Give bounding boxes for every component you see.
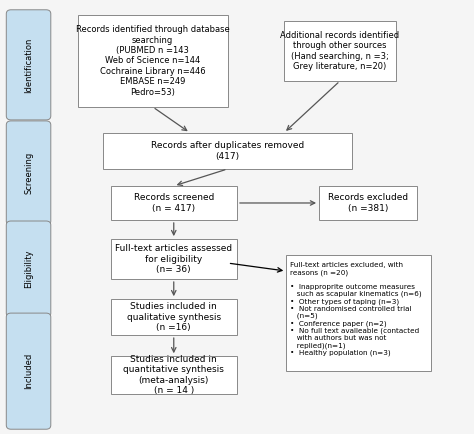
FancyBboxPatch shape [6, 221, 51, 317]
FancyBboxPatch shape [110, 186, 237, 220]
Text: Eligibility: Eligibility [24, 250, 33, 288]
Text: Records identified through database
searching
(PUBMED n =143
Web of Science n=14: Records identified through database sear… [76, 25, 229, 96]
Text: Identification: Identification [24, 37, 33, 92]
Text: Full-text articles assessed
for eligibility
(n= 36): Full-text articles assessed for eligibil… [115, 244, 232, 274]
Text: Records after duplicates removed
(417): Records after duplicates removed (417) [151, 141, 304, 161]
Text: Screening: Screening [24, 152, 33, 194]
Text: Full-text articles excluded, with
reasons (n =20)

•  Inapproprite outcome measu: Full-text articles excluded, with reason… [290, 262, 421, 356]
Text: Included: Included [24, 353, 33, 389]
FancyBboxPatch shape [110, 299, 237, 335]
Text: Studies included in
qualitative synthesis
(n =16): Studies included in qualitative synthesi… [127, 302, 221, 332]
Text: Records excluded
(n =381): Records excluded (n =381) [328, 193, 408, 213]
FancyBboxPatch shape [6, 121, 51, 225]
FancyBboxPatch shape [6, 10, 51, 120]
FancyBboxPatch shape [110, 239, 237, 279]
FancyBboxPatch shape [284, 21, 396, 81]
Text: Studies included in
quantitative synthesis
(meta-analysis)
(n = 14 ): Studies included in quantitative synthes… [123, 355, 224, 395]
Text: Records screened
(n = 417): Records screened (n = 417) [134, 193, 214, 213]
FancyBboxPatch shape [319, 186, 417, 220]
FancyBboxPatch shape [110, 356, 237, 394]
FancyBboxPatch shape [6, 313, 51, 429]
FancyBboxPatch shape [286, 255, 431, 371]
FancyBboxPatch shape [78, 15, 228, 107]
FancyBboxPatch shape [103, 133, 352, 169]
Text: Additional records identified
through other sources
(Hand searching, n =3;
Grey : Additional records identified through ot… [281, 31, 400, 71]
